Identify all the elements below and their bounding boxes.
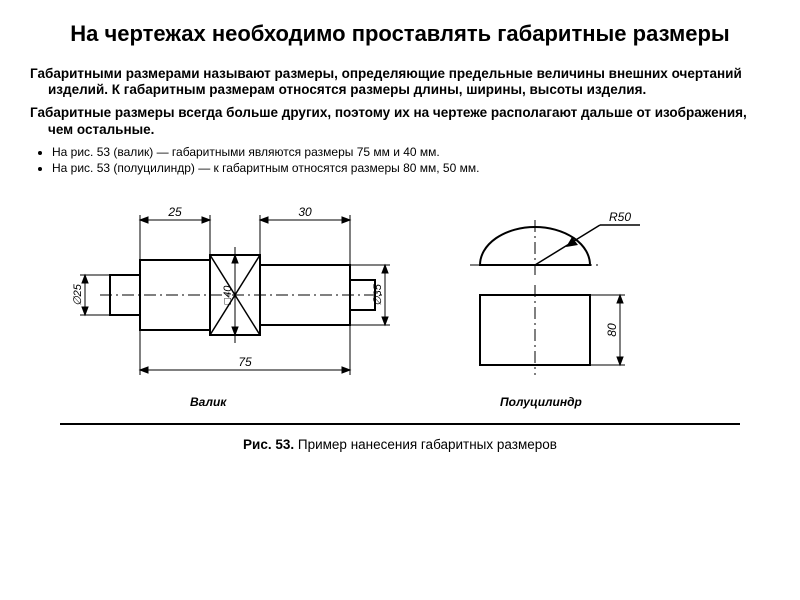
dim-sq40: □40	[222, 285, 234, 305]
label-halfcyl: Полуцилиндр	[500, 395, 582, 409]
dim-phi35: ∅35	[372, 283, 384, 306]
list-item: На рис. 53 (валик) — габаритными являютс…	[52, 145, 770, 159]
page-title: На чертежах необходимо проставлять габар…	[30, 20, 770, 48]
caption-prefix: Рис. 53.	[243, 437, 294, 452]
dim-80: 80	[605, 323, 619, 337]
drawing-halfcyl: R50 80	[440, 185, 740, 405]
bullet-list: На рис. 53 (валик) — габаритными являютс…	[30, 145, 770, 175]
list-item: На рис. 53 (полуцилиндр) — к габаритным …	[52, 161, 770, 175]
dim-r50: R50	[609, 210, 631, 224]
dim-25: 25	[167, 205, 182, 219]
figure-area: 25 30 75 ∅25	[40, 185, 760, 455]
dim-phi25: ∅25	[72, 283, 84, 306]
dim-30: 30	[298, 205, 312, 219]
paragraph-2: Габаритные размеры всегда больше других,…	[30, 105, 770, 139]
figure-separator	[60, 423, 740, 425]
dim-75: 75	[238, 355, 252, 369]
label-valik: Валик	[190, 395, 226, 409]
figure-caption: Рис. 53. Пример нанесения габаритных раз…	[40, 437, 760, 452]
drawing-valik: 25 30 75 ∅25	[50, 185, 430, 405]
paragraph-1: Габаритными размерами называют размеры, …	[30, 66, 770, 100]
caption-text: Пример нанесения габаритных размеров	[294, 437, 557, 452]
